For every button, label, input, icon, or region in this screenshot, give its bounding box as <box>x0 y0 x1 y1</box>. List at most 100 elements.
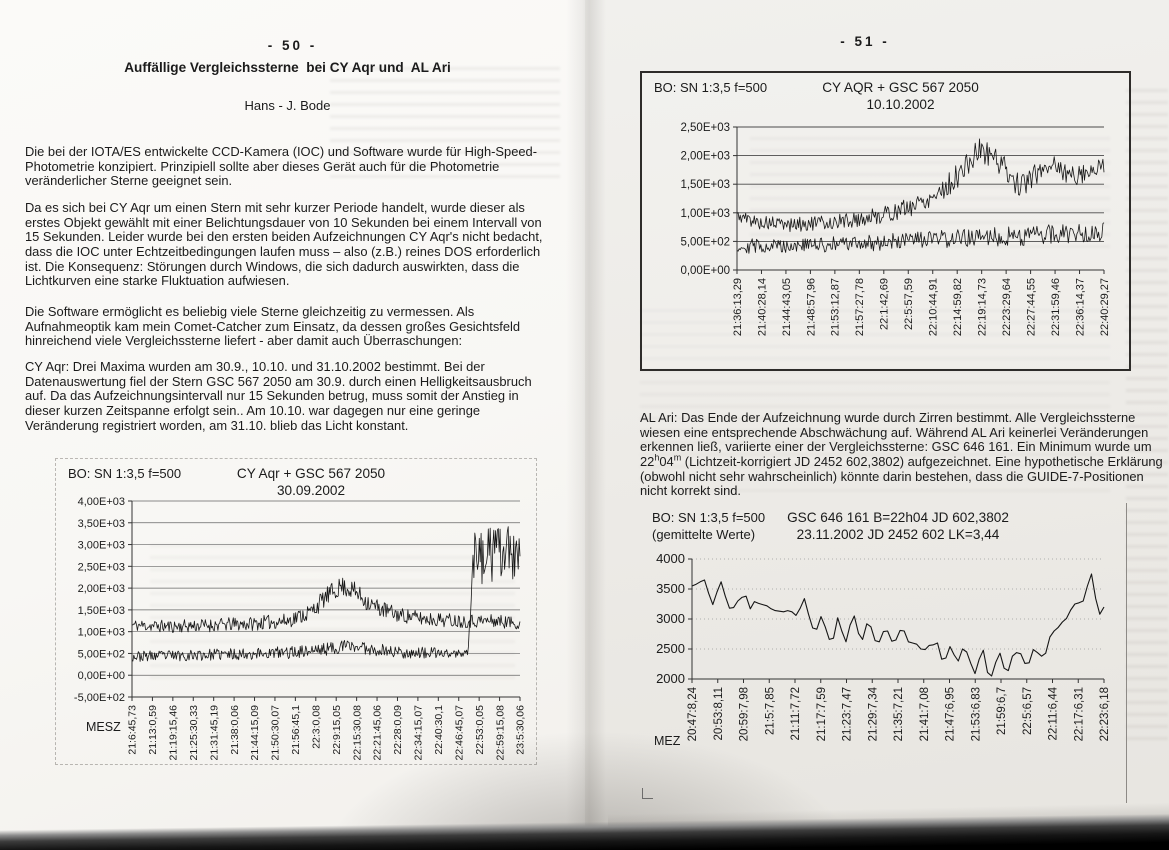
svg-text:21:53:12,87: 21:53:12,87 <box>830 278 842 336</box>
svg-text:22:17:6,31: 22:17:6,31 <box>1073 687 1085 741</box>
svg-text:20:47:8,24: 20:47:8,24 <box>687 686 699 741</box>
svg-text:22:59:15,08: 22:59:15,08 <box>494 705 506 761</box>
page-left-paper <box>0 0 585 850</box>
svg-text:2,50E+03: 2,50E+03 <box>78 561 125 573</box>
svg-text:22:23:6,18: 22:23:6,18 <box>1099 687 1111 741</box>
svg-text:22:21:45,06: 22:21:45,06 <box>372 705 384 761</box>
chart-instrument-label: BO: SN 1:3,5 f=500 <box>654 80 768 95</box>
svg-text:1,50E+03: 1,50E+03 <box>78 605 125 617</box>
svg-text:2,00E+03: 2,00E+03 <box>680 151 730 163</box>
svg-text:21:36:13,29: 21:36:13,29 <box>732 278 744 336</box>
svg-text:5,00E+02: 5,00E+02 <box>78 648 125 660</box>
svg-text:21:50:30,07: 21:50:30,07 <box>270 705 282 761</box>
lightcurve-plot: 2,50E+03 2,00E+03 1,50E+03 1,00E+03 5,00E+02… <box>680 122 1111 336</box>
paragraph-software: Die Software ermöglicht es beliebig viel… <box>25 303 521 349</box>
chart-title-text: CY Aqr + GSC 567 2050 <box>236 466 386 481</box>
svg-text:22:3:0,08: 22:3:0,08 <box>310 705 322 749</box>
svg-text:1,00E+03: 1,00E+03 <box>680 208 730 220</box>
al-ari-text: 04 <box>659 454 674 469</box>
chart-subtitle-text: 30.09.2002 <box>276 483 346 498</box>
svg-text:23:5:30,06: 23:5:30,06 <box>515 705 527 755</box>
svg-text:21:44:43,05: 21:44:43,05 <box>781 278 793 336</box>
svg-text:21:6:45,73: 21:6:45,73 <box>127 705 139 755</box>
svg-text:21:56:45,1: 21:56:45,1 <box>290 705 302 755</box>
svg-text:2,50E+03: 2,50E+03 <box>680 122 730 134</box>
svg-text:22:10:44,91: 22:10:44,91 <box>928 278 940 336</box>
chart-instrument-label: BO: SN 1:3,5 f=500 <box>68 466 182 481</box>
paragraph-al-ari: AL Ari: Das Ende der Aufzeichnung wurde … <box>640 409 1164 499</box>
paragraph-cy-aqr-maxima: CY Aqr: Drei Maxima wurden am 30.9., 10.… <box>25 358 532 433</box>
svg-text:22:40:30,1: 22:40:30,1 <box>433 705 445 755</box>
svg-text:22:14:59,82: 22:14:59,82 <box>952 278 964 336</box>
chart-title: CY AQR + GSC 567 2050 10.10.2002 <box>672 79 1129 113</box>
svg-text:22:1:42,69: 22:1:42,69 <box>879 278 891 330</box>
chart-instrument-label: BO: SN 1:3,5 f=500 (gemittelte Werte) <box>652 510 766 542</box>
paragraph-intro: Die bei der IOTA/ES entwickelte CCD-Kame… <box>25 143 537 189</box>
svg-text:MEZ: MEZ <box>654 734 681 748</box>
svg-text:3,50E+03: 3,50E+03 <box>78 518 125 530</box>
svg-text:3,00E+03: 3,00E+03 <box>78 540 125 552</box>
svg-text:21:41:7,08: 21:41:7,08 <box>919 687 931 741</box>
svg-text:5,00E+02: 5,00E+02 <box>680 236 730 248</box>
svg-text:21:48:57,96: 21:48:57,96 <box>805 278 817 336</box>
svg-text:22:46:45,07: 22:46:45,07 <box>453 705 465 761</box>
svg-text:22:53:0,05: 22:53:0,05 <box>474 705 486 755</box>
svg-text:22:27:44,55: 22:27:44,55 <box>1025 278 1037 336</box>
lightcurve-chart-gsc-646-161: 4000 3500 3000 2500 2000 20:47:8,24 20:53:8,11… <box>640 503 1127 803</box>
svg-text:20:53:8,11: 20:53:8,11 <box>713 687 725 741</box>
chart-title-text: GSC 646 161 B=22h04 JD 602,3802 <box>787 510 1009 525</box>
svg-text:3000: 3000 <box>656 611 685 626</box>
svg-text:21:53:6,83: 21:53:6,83 <box>970 687 982 741</box>
superscript-h: h <box>654 452 660 463</box>
svg-text:21:19:15,46: 21:19:15,46 <box>168 705 180 761</box>
svg-text:-5,00E+02: -5,00E+02 <box>74 692 125 704</box>
binding-seam <box>566 0 606 850</box>
article-title: Auffällige Vergleichssterne bei CY Aqr u… <box>124 60 451 75</box>
svg-text:22:11:6,44: 22:11:6,44 <box>1048 686 1060 740</box>
svg-text:21:25:30,33: 21:25:30,33 <box>188 705 200 761</box>
svg-text:22:36:14,37: 22:36:14,37 <box>1074 278 1086 336</box>
chart-subtitle-text: 10.10.2002 <box>866 97 935 112</box>
page-number-51: - 51 - <box>840 34 890 49</box>
page-right-paper <box>585 0 1169 850</box>
chart-title: GSC 646 161 B=22h04 JD 602,3802 23.11.20… <box>670 509 1126 543</box>
svg-text:21:23:7,47: 21:23:7,47 <box>842 687 854 741</box>
svg-text:21:35:7,21: 21:35:7,21 <box>893 687 905 741</box>
svg-text:2000: 2000 <box>656 671 685 686</box>
svg-text:21:13:0,59: 21:13:0,59 <box>147 705 159 755</box>
svg-text:0,00E+00: 0,00E+00 <box>680 265 730 277</box>
al-ari-text: (Lichtzeit-korrigiert JD 2452 602,3802) … <box>640 454 1163 499</box>
svg-text:22:5:6,57: 22:5:6,57 <box>1022 687 1034 735</box>
svg-text:22:40:29,27: 22:40:29,27 <box>1099 278 1111 336</box>
svg-text:22:31:59,46: 22:31:59,46 <box>1050 278 1062 336</box>
svg-text:MESZ: MESZ <box>86 720 121 734</box>
svg-text:21:31:45,19: 21:31:45,19 <box>208 705 220 761</box>
chart-title: CY Aqr + GSC 567 2050 30.09.2002 <box>86 465 536 499</box>
svg-text:2500: 2500 <box>656 641 685 656</box>
lightcurve-plot: 4,00E+03 3,50E+03 3,00E+03 2,50E+03 2,00E+03… <box>74 496 527 761</box>
al-ari-text: AL Ari: Das Ende der Aufzeichnung wurde … <box>640 409 1152 469</box>
article-author: Hans - J. Bode <box>244 98 331 113</box>
svg-text:21:38:0,06: 21:38:0,06 <box>229 705 241 755</box>
svg-text:21:47:6,95: 21:47:6,95 <box>945 687 957 741</box>
svg-text:21:11:7,72: 21:11:7,72 <box>790 687 802 741</box>
chart-subtitle-text: 23.11.2002 JD 2452 602 LK=3,44 <box>796 527 1000 542</box>
svg-text:21:40:28,14: 21:40:28,14 <box>756 278 768 336</box>
svg-text:1,50E+03: 1,50E+03 <box>680 179 730 191</box>
superscript-m: m <box>673 452 682 463</box>
lightcurve-chart-cy-aqr-10-10-2002: 2,50E+03 2,00E+03 1,50E+03 1,00E+03 5,00E+02… <box>640 71 1131 371</box>
svg-text:22:34:15,07: 22:34:15,07 <box>413 705 425 761</box>
lightcurve-chart-cy-aqr-30-09-2002: 4,00E+03 3,50E+03 3,00E+03 2,50E+03 2,00E+03… <box>55 458 537 765</box>
svg-text:3500: 3500 <box>656 581 685 596</box>
chart-corner-mark <box>642 788 653 799</box>
paragraph-cy-aqr-setup: Da es sich bei CY Aqr um einen Stern mit… <box>25 199 543 289</box>
svg-text:21:59:6,7: 21:59:6,7 <box>996 687 1008 735</box>
svg-text:22:5:57,59: 22:5:57,59 <box>903 278 915 330</box>
svg-text:21:17:7,59: 21:17:7,59 <box>816 687 828 741</box>
svg-text:22:23:29,64: 22:23:29,64 <box>1001 278 1013 336</box>
page-number-50: - 50 - <box>267 38 318 53</box>
chart-title-text: CY AQR + GSC 567 2050 <box>822 80 979 95</box>
svg-text:21:29:7,34: 21:29:7,34 <box>867 686 879 741</box>
